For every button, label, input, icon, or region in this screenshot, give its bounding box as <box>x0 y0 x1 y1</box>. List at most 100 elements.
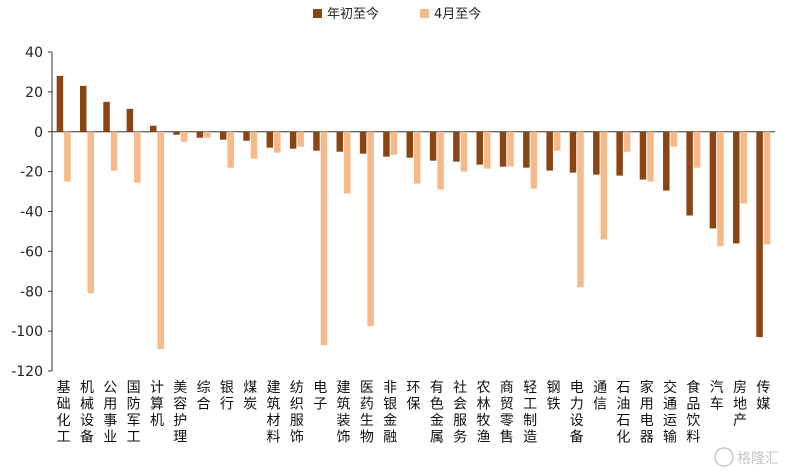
category-labels: 基础化工机械设备公用事业国防军工计算机美容护理综合银行煤炭建筑材料纺织服饰电子建… <box>57 379 771 446</box>
y-tick-label: -20 <box>20 165 43 181</box>
watermark-logo-icon <box>714 447 734 467</box>
bar-ytd-28 <box>686 131 693 216</box>
bar-ytd-19 <box>476 131 483 165</box>
bar-since-april-10 <box>274 131 281 153</box>
bar-ytd-31 <box>756 131 763 338</box>
bar-ytd-12 <box>313 131 320 151</box>
legend-swatch-2 <box>420 9 429 18</box>
bar-since-april-31 <box>763 131 771 245</box>
bar-since-april-25 <box>623 131 631 152</box>
bar-ytd-7 <box>196 131 204 138</box>
bar-since-april-30 <box>740 131 748 204</box>
category-label: 家用电器 <box>640 379 654 446</box>
bar-since-april-2 <box>87 131 94 294</box>
bar-since-april-3 <box>110 131 118 171</box>
category-label: 医药生物 <box>360 380 374 446</box>
category-label: 银行 <box>220 380 234 413</box>
category-label: 通信 <box>593 380 607 413</box>
bar-since-april-16 <box>414 131 421 184</box>
bar-ytd-22 <box>546 131 553 171</box>
bar-ytd-23 <box>569 131 577 173</box>
category-label: 商贸零售 <box>500 380 514 446</box>
category-label: 钢铁 <box>546 380 560 413</box>
category-label: 基础化工 <box>57 379 71 446</box>
category-label: 纺织服饰 <box>290 380 304 446</box>
bar-ytd-15 <box>383 131 390 157</box>
bar-since-april-1 <box>64 131 71 182</box>
bar-ytd-2 <box>79 85 87 132</box>
bar-since-april-24 <box>600 131 608 240</box>
legend-swatch-1 <box>313 9 322 18</box>
bar-since-april-14 <box>367 131 374 327</box>
bar-since-april-23 <box>577 131 584 288</box>
bar-since-april-18 <box>460 131 468 172</box>
category-label: 建筑装饰 <box>337 380 351 446</box>
bar-since-april-20 <box>507 131 514 167</box>
bar-ytd-3 <box>103 101 110 132</box>
category-label: 轻工制造 <box>523 380 537 446</box>
category-label: 公用事业 <box>103 380 117 446</box>
category-label: 交通运输 <box>663 379 677 446</box>
bar-since-april-9 <box>250 131 258 159</box>
bar-since-april-6 <box>180 131 188 142</box>
y-tick-label: 0 <box>34 125 43 141</box>
axes: 40 20 0 -20 -40 -60 -80 -100 -120 <box>11 45 775 380</box>
y-tick-label: -100 <box>11 324 43 340</box>
legend-label-2: 4月至今 <box>434 6 481 22</box>
category-label: 煤炭 <box>243 380 257 413</box>
category-label: 农林牧渔 <box>476 380 490 446</box>
bar-ytd-5 <box>149 125 157 132</box>
bar-ytd-25 <box>616 131 623 176</box>
bar-ytd-29 <box>709 131 717 229</box>
bar-since-april-19 <box>483 131 491 169</box>
bar-since-april-11 <box>297 131 304 147</box>
category-label: 环保 <box>407 380 421 413</box>
bar-ytd-27 <box>663 131 670 191</box>
bar-since-april-17 <box>437 131 444 190</box>
bar-since-april-22 <box>553 131 561 151</box>
category-label: 建筑材料 <box>267 380 281 446</box>
bar-since-april-13 <box>344 131 351 194</box>
category-label: 房地产 <box>733 380 747 429</box>
bars <box>56 75 771 350</box>
bar-ytd-18 <box>453 131 460 162</box>
y-tick-label: -40 <box>20 205 43 221</box>
category-label: 综合 <box>197 380 211 413</box>
bar-since-april-5 <box>157 131 164 350</box>
y-tick-label: -60 <box>20 244 43 260</box>
bar-ytd-26 <box>639 131 647 180</box>
bar-ytd-30 <box>733 131 740 244</box>
bar-ytd-6 <box>173 131 180 135</box>
bar-ytd-24 <box>593 131 600 175</box>
category-label: 社会服务 <box>453 380 467 446</box>
category-label: 机械设备 <box>80 380 94 446</box>
category-label: 食品饮料 <box>686 379 700 446</box>
bar-ytd-9 <box>243 131 250 141</box>
bar-since-april-21 <box>530 131 538 189</box>
category-label: 计算机 <box>150 380 164 429</box>
bar-since-april-4 <box>134 131 141 183</box>
bar-ytd-11 <box>289 131 297 149</box>
bar-since-april-28 <box>693 131 701 168</box>
bar-ytd-21 <box>523 131 530 168</box>
watermark-text: 格隆汇 <box>737 451 779 467</box>
category-label: 有色金属 <box>430 380 444 446</box>
category-label: 传媒 <box>756 380 770 413</box>
category-label: 国防军工 <box>127 380 141 446</box>
category-label: 石油石化 <box>616 380 630 446</box>
legend-label-1: 年初至今 <box>327 6 379 22</box>
bar-ytd-1 <box>56 75 64 132</box>
bar-since-april-26 <box>647 131 654 182</box>
bar-ytd-17 <box>429 131 437 161</box>
bar-since-april-12 <box>320 131 328 346</box>
bar-ytd-4 <box>126 108 134 132</box>
watermark: 格隆汇 <box>714 447 779 467</box>
bar-ytd-20 <box>499 131 507 167</box>
y-tick-label: -80 <box>20 284 43 300</box>
bar-ytd-8 <box>219 131 227 140</box>
bar-since-april-7 <box>204 131 211 138</box>
y-tick-label: -120 <box>11 364 43 380</box>
category-label: 电子 <box>313 380 327 413</box>
y-tick-label: 20 <box>25 85 43 101</box>
